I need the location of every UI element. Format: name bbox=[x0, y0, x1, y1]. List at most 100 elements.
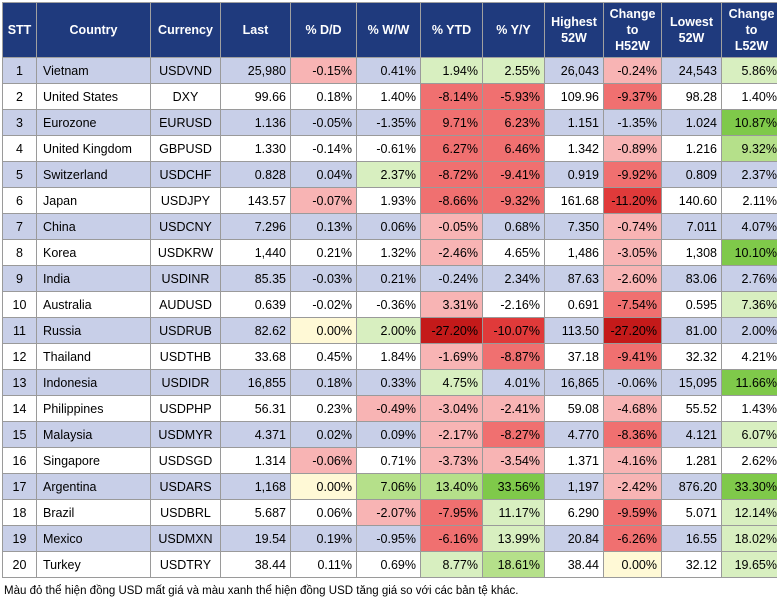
cell-highest-52w: 0.691 bbox=[544, 291, 604, 318]
cell-change-h52w: -0.24% bbox=[603, 57, 662, 84]
cell-country: Indonesia bbox=[36, 369, 151, 396]
cell-stt: 7 bbox=[2, 213, 37, 240]
cell-dd: -0.15% bbox=[290, 57, 357, 84]
cell-stt: 3 bbox=[2, 109, 37, 136]
cell-change-l52w: 4.07% bbox=[721, 213, 777, 240]
cell-stt: 15 bbox=[2, 421, 37, 448]
header-country: Country bbox=[36, 2, 151, 58]
cell-stt: 10 bbox=[2, 291, 37, 318]
cell-dd: 0.00% bbox=[290, 317, 357, 344]
table-row: 9 India USDINR 85.35 -0.03% 0.21% -0.24% 2.34% 8… bbox=[2, 265, 777, 292]
cell-change-l52w: 33.30% bbox=[721, 473, 777, 500]
header-yy: % Y/Y bbox=[482, 2, 545, 58]
cell-change-l52w: 10.87% bbox=[721, 109, 777, 136]
cell-highest-52w: 1.342 bbox=[544, 135, 604, 162]
table-body: 1 Vietnam USDVND 25,980 -0.15% 0.41% 1.94% 2.55… bbox=[2, 57, 777, 578]
cell-yy: -10.07% bbox=[482, 317, 545, 344]
cell-last: 19.54 bbox=[220, 525, 291, 552]
cell-currency: USDCHF bbox=[150, 161, 221, 188]
cell-ytd: 1.94% bbox=[420, 57, 483, 84]
table-row: 8 Korea USDKRW 1,440 0.21% 1.32% -2.46% 4.65% 1,… bbox=[2, 239, 777, 266]
cell-dd: 0.00% bbox=[290, 473, 357, 500]
cell-currency: USDIDR bbox=[150, 369, 221, 396]
table-row: 12 Thailand USDTHB 33.68 0.45% 1.84% -1.69% -8.… bbox=[2, 343, 777, 370]
cell-ytd: 13.40% bbox=[420, 473, 483, 500]
cell-country: Thailand bbox=[36, 343, 151, 370]
cell-change-l52w: 2.37% bbox=[721, 161, 777, 188]
cell-change-h52w: -2.42% bbox=[603, 473, 662, 500]
cell-currency: USDSGD bbox=[150, 447, 221, 474]
cell-last: 1.136 bbox=[220, 109, 291, 136]
cell-ytd: -0.24% bbox=[420, 265, 483, 292]
cell-stt: 8 bbox=[2, 239, 37, 266]
cell-last: 4.371 bbox=[220, 421, 291, 448]
cell-ww: 0.69% bbox=[356, 551, 421, 578]
cell-change-h52w: -3.05% bbox=[603, 239, 662, 266]
table-row: 14 Philippines USDPHP 56.31 0.23% -0.49% -3.04… bbox=[2, 395, 777, 422]
cell-dd: -0.14% bbox=[290, 135, 357, 162]
cell-highest-52w: 4.770 bbox=[544, 421, 604, 448]
cell-ytd: -3.73% bbox=[420, 447, 483, 474]
cell-yy: 33.56% bbox=[482, 473, 545, 500]
cell-dd: 0.18% bbox=[290, 369, 357, 396]
cell-yy: -9.32% bbox=[482, 187, 545, 214]
cell-change-l52w: 19.65% bbox=[721, 551, 777, 578]
cell-lowest-52w: 1.024 bbox=[661, 109, 722, 136]
cell-change-h52w: -9.41% bbox=[603, 343, 662, 370]
cell-change-h52w: -7.54% bbox=[603, 291, 662, 318]
cell-last: 5.687 bbox=[220, 499, 291, 526]
cell-ytd: 8.77% bbox=[420, 551, 483, 578]
cell-ww: 1.84% bbox=[356, 343, 421, 370]
header-lowest-52w: Lowest 52W bbox=[661, 2, 722, 58]
cell-ytd: -1.69% bbox=[420, 343, 483, 370]
table-row: 11 Russia USDRUB 82.62 0.00% 2.00% -27.20% -10.… bbox=[2, 317, 777, 344]
cell-lowest-52w: 4.121 bbox=[661, 421, 722, 448]
cell-yy: -5.93% bbox=[482, 83, 545, 110]
cell-change-h52w: -4.16% bbox=[603, 447, 662, 474]
table-row: 1 Vietnam USDVND 25,980 -0.15% 0.41% 1.94% 2.55… bbox=[2, 57, 777, 84]
cell-highest-52w: 1,486 bbox=[544, 239, 604, 266]
cell-last: 7.296 bbox=[220, 213, 291, 240]
cell-country: Russia bbox=[36, 317, 151, 344]
cell-yy: 6.46% bbox=[482, 135, 545, 162]
cell-ww: -0.36% bbox=[356, 291, 421, 318]
cell-stt: 5 bbox=[2, 161, 37, 188]
cell-stt: 13 bbox=[2, 369, 37, 396]
cell-ww: 0.09% bbox=[356, 421, 421, 448]
cell-dd: 0.18% bbox=[290, 83, 357, 110]
table-row: 2 United States DXY 99.66 0.18% 1.40% -8.14% -5… bbox=[2, 83, 777, 110]
cell-dd: 0.21% bbox=[290, 239, 357, 266]
cell-lowest-52w: 7.011 bbox=[661, 213, 722, 240]
cell-country: United States bbox=[36, 83, 151, 110]
cell-last: 1.314 bbox=[220, 447, 291, 474]
cell-dd: -0.02% bbox=[290, 291, 357, 318]
cell-lowest-52w: 15,095 bbox=[661, 369, 722, 396]
cell-stt: 14 bbox=[2, 395, 37, 422]
cell-last: 0.828 bbox=[220, 161, 291, 188]
cell-stt: 2 bbox=[2, 83, 37, 110]
cell-ytd: 6.27% bbox=[420, 135, 483, 162]
cell-lowest-52w: 16.55 bbox=[661, 525, 722, 552]
cell-highest-52w: 0.919 bbox=[544, 161, 604, 188]
cell-change-l52w: 18.02% bbox=[721, 525, 777, 552]
table-row: 5 Switzerland USDCHF 0.828 0.04% 2.37% -8.72% -… bbox=[2, 161, 777, 188]
cell-dd: -0.06% bbox=[290, 447, 357, 474]
cell-lowest-52w: 0.595 bbox=[661, 291, 722, 318]
cell-last: 25,980 bbox=[220, 57, 291, 84]
cell-ytd: 3.31% bbox=[420, 291, 483, 318]
cell-dd: 0.02% bbox=[290, 421, 357, 448]
header-change-l52w: Change to L52W bbox=[721, 2, 777, 58]
cell-ww: 7.06% bbox=[356, 473, 421, 500]
cell-highest-52w: 87.63 bbox=[544, 265, 604, 292]
cell-ww: 1.93% bbox=[356, 187, 421, 214]
cell-last: 1.330 bbox=[220, 135, 291, 162]
cell-ww: 2.37% bbox=[356, 161, 421, 188]
cell-country: Mexico bbox=[36, 525, 151, 552]
cell-change-h52w: -9.59% bbox=[603, 499, 662, 526]
table-row: 4 United Kingdom GBPUSD 1.330 -0.14% -0.61% 6.… bbox=[2, 135, 777, 162]
cell-change-l52w: 6.07% bbox=[721, 421, 777, 448]
cell-country: Brazil bbox=[36, 499, 151, 526]
cell-ww: 0.71% bbox=[356, 447, 421, 474]
cell-yy: -8.27% bbox=[482, 421, 545, 448]
cell-currency: AUDUSD bbox=[150, 291, 221, 318]
